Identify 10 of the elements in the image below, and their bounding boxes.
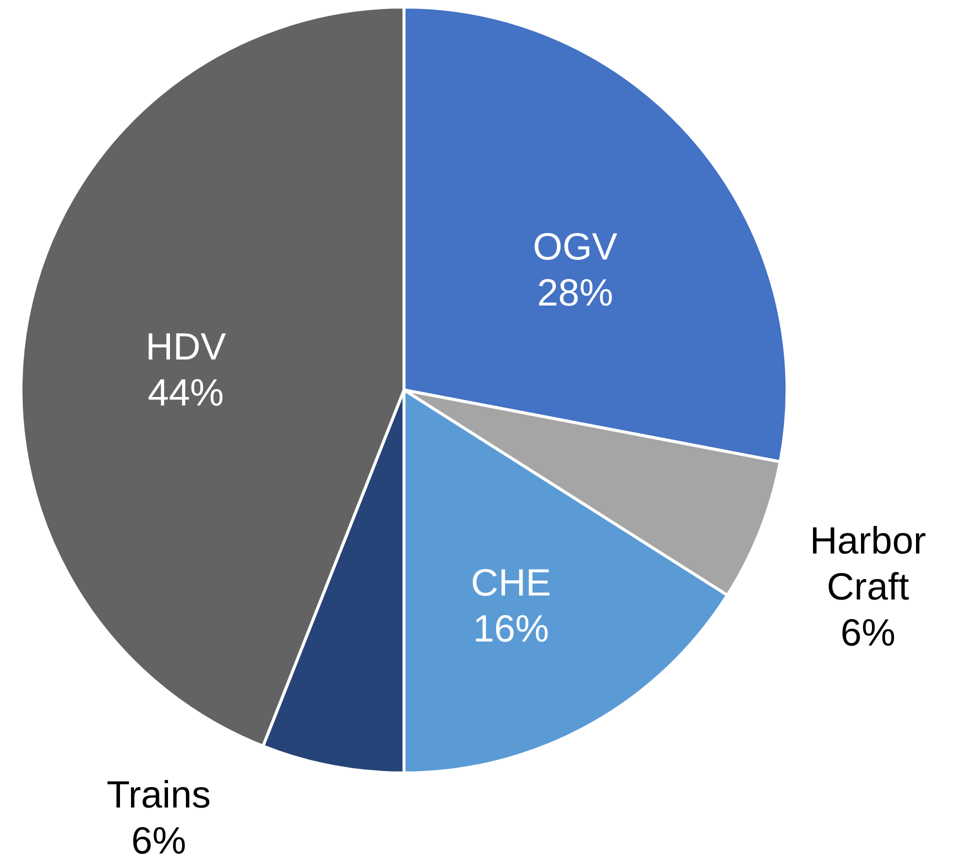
- data-label: 16%: [472, 608, 550, 651]
- data-label: 28%: [537, 272, 614, 314]
- slice-label: OGV: [532, 226, 618, 268]
- data-label: 6%: [131, 820, 186, 854]
- slice-label: CHE: [470, 562, 552, 605]
- data-label: 6%: [840, 612, 896, 654]
- slice-label: Harbor Craft: [810, 520, 926, 608]
- slice-label: Trains: [106, 774, 211, 816]
- data-label: 44%: [148, 372, 224, 414]
- slice-label: HDV: [146, 326, 227, 368]
